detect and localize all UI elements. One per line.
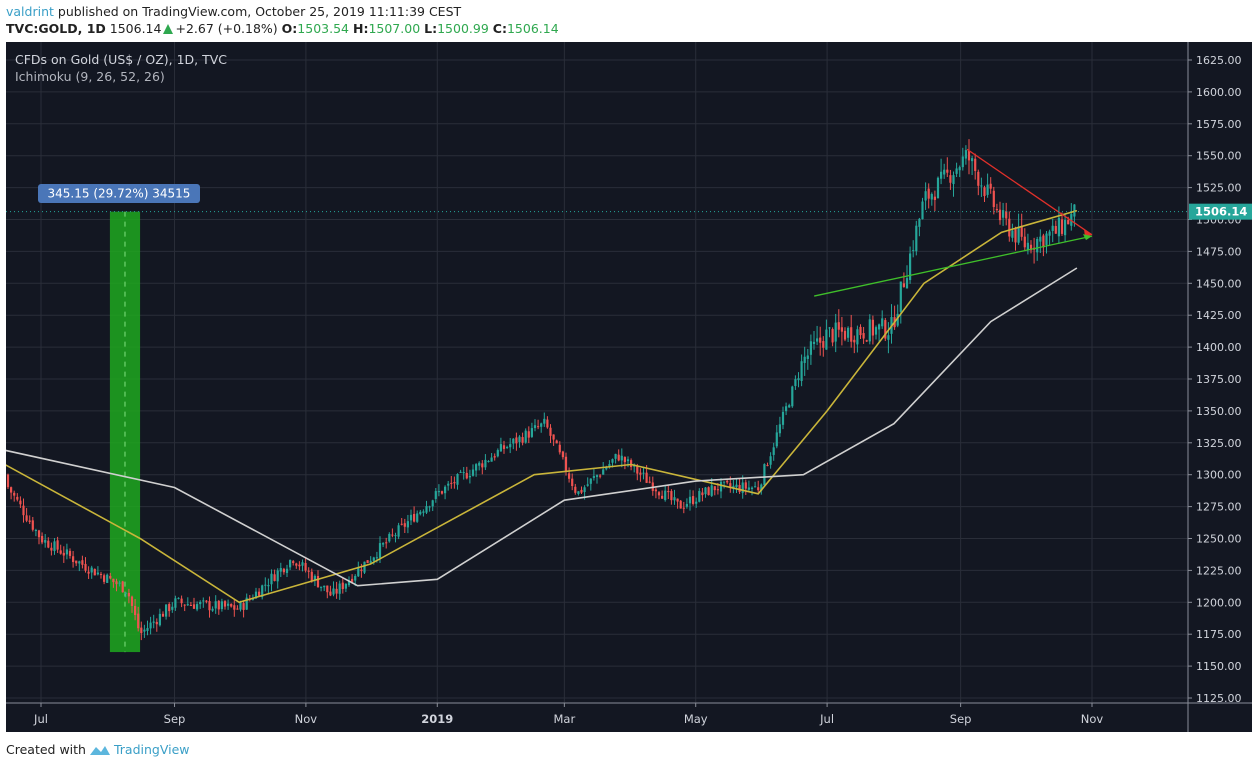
measure-tool[interactable] (109, 211, 141, 653)
svg-text:1325.00: 1325.00 (1196, 437, 1242, 450)
svg-text:Jul: Jul (819, 712, 834, 726)
footer: Created with TradingView (6, 742, 190, 757)
svg-text:1225.00: 1225.00 (1196, 564, 1242, 577)
svg-text:Sep: Sep (950, 712, 972, 726)
svg-text:1525.00: 1525.00 (1196, 182, 1242, 195)
support-trendline[interactable] (814, 235, 1093, 297)
svg-text:1400.00: 1400.00 (1196, 341, 1242, 354)
symbol-info: TVC:GOLD, 1D 1506.14 +2.67 (+0.18%) O:150… (6, 21, 559, 36)
svg-text:345.15 (29.72%) 34515: 345.15 (29.72%) 34515 (48, 187, 191, 201)
close-label: C: (492, 21, 507, 36)
candles (6, 139, 1076, 641)
svg-text:1125.00: 1125.00 (1196, 692, 1242, 705)
open-label: O: (281, 21, 298, 36)
price-change: +2.67 (+0.18%) (175, 21, 278, 36)
svg-text:1375.00: 1375.00 (1196, 373, 1242, 386)
low-value: 1500.99 (437, 21, 489, 36)
svg-text:Mar: Mar (553, 712, 575, 726)
grid (6, 42, 1188, 703)
svg-text:1506.14: 1506.14 (1195, 205, 1247, 219)
moving-average-white (6, 267, 1078, 587)
chart-legend-title: CFDs on Gold (US$ / OZ), 1D, TVC (15, 52, 228, 67)
svg-text:1150.00: 1150.00 (1196, 660, 1242, 673)
price-chart[interactable]: 345.15 (29.72%) 34515 1625.00 1600.00 1575.… (6, 42, 1252, 732)
svg-text:1175.00: 1175.00 (1196, 628, 1242, 641)
low-label: L: (424, 21, 438, 36)
svg-text:1200.00: 1200.00 (1196, 596, 1242, 609)
svg-text:1450.00: 1450.00 (1196, 277, 1242, 290)
svg-text:1350.00: 1350.00 (1196, 405, 1242, 418)
high-value: 1507.00 (368, 21, 421, 36)
price-axis[interactable]: 1625.001600.001575.001550.001525.001500.… (1188, 54, 1242, 705)
svg-text:1625.00: 1625.00 (1196, 54, 1242, 67)
svg-text:1575.00: 1575.00 (1196, 118, 1242, 131)
last-price: 1506.14 (109, 21, 162, 36)
measure-label: 345.15 (29.72%) 34515 (38, 184, 200, 203)
svg-text:1300.00: 1300.00 (1196, 469, 1242, 482)
svg-text:1250.00: 1250.00 (1196, 533, 1242, 546)
symbol-label: TVC:GOLD, 1D (6, 21, 106, 36)
svg-text:1425.00: 1425.00 (1196, 309, 1242, 322)
svg-text:1600.00: 1600.00 (1196, 86, 1242, 99)
up-arrow-icon (163, 24, 174, 34)
svg-text:Sep: Sep (164, 712, 186, 726)
tradingview-link[interactable]: TradingView (113, 742, 190, 757)
svg-text:Jul: Jul (33, 712, 48, 726)
svg-text:2019: 2019 (421, 712, 453, 726)
svg-text:1275.00: 1275.00 (1196, 501, 1242, 514)
high-label: H: (352, 21, 369, 36)
publish-info: valdrint published on TradingView.com, O… (6, 4, 461, 19)
close-value: 1506.14 (506, 21, 559, 36)
chart-frame[interactable]: 345.15 (29.72%) 34515 1625.00 1600.00 1575.… (6, 42, 1252, 732)
time-axis[interactable]: Jul Sep Nov 2019 Mar May Jul Sep Nov (33, 703, 1103, 726)
price-tag (1189, 203, 1252, 220)
published-text: published on TradingView.com, October 25… (57, 4, 462, 19)
resistance-trendline[interactable] (966, 148, 1093, 236)
svg-text:Nov: Nov (1081, 712, 1104, 726)
svg-text:Nov: Nov (295, 712, 318, 726)
moving-average-yellow (6, 209, 1078, 604)
open-value: 1503.54 (297, 21, 349, 36)
tradingview-logo-icon (89, 745, 110, 755)
indicator-legend[interactable]: Ichimoku (9, 26, 52, 26) (15, 69, 165, 84)
author-link[interactable]: valdrint (6, 4, 54, 19)
created-with-text: Created with (6, 742, 86, 757)
svg-text:1550.00: 1550.00 (1196, 150, 1242, 163)
svg-text:1475.00: 1475.00 (1196, 245, 1242, 258)
svg-text:May: May (684, 712, 708, 726)
